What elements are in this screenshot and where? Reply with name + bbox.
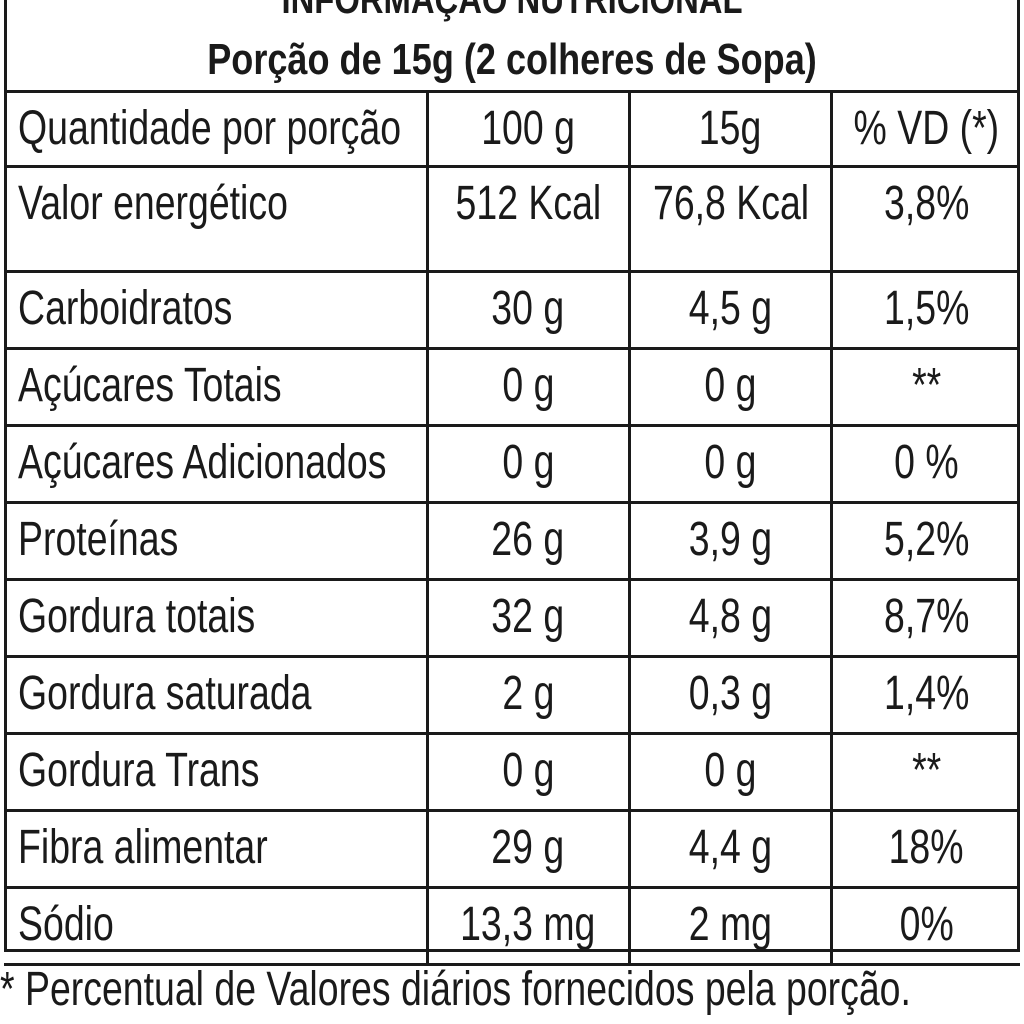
table-row: Proteínas 26 g 3,9 g 5,2% <box>4 501 1020 581</box>
value-vd: ** <box>829 347 1020 427</box>
nutrient-name: Açúcares Adicionados <box>4 424 429 504</box>
label-title: INFORMAÇÃO NUTRICIONAL <box>281 0 743 22</box>
value-100g: 13,3 mg <box>425 886 631 966</box>
serving-size: Porção de 15g (2 colheres de Sopa) <box>207 35 817 84</box>
value-15g: 0,3 g <box>627 655 833 735</box>
column-header-100g: 100 g <box>425 90 631 168</box>
label-header: INFORMAÇÃO NUTRICIONAL Porção de 15g (2 … <box>4 0 1020 90</box>
table-row: Gordura totais 32 g 4,8 g 8,7% <box>4 578 1020 658</box>
value-100g: 2 g <box>425 655 631 735</box>
value-15g: 3,9 g <box>627 501 833 581</box>
nutrient-name: Gordura Trans <box>4 732 429 812</box>
table-row: Sódio 13,3 mg 2 mg 0% <box>4 886 1020 966</box>
value-vd: 18% <box>829 809 1020 889</box>
value-15g: 4,4 g <box>627 809 833 889</box>
footnote: * Percentual de Valores diários fornecid… <box>0 963 911 1016</box>
table-row: Gordura Trans 0 g 0 g ** <box>4 732 1020 812</box>
nutrient-name: Sódio <box>4 886 429 966</box>
column-header-quantity: Quantidade por porção <box>4 90 429 168</box>
value-100g: 32 g <box>425 578 631 658</box>
value-100g: 0 g <box>425 424 631 504</box>
value-15g: 2 mg <box>627 886 833 966</box>
table-row: Açúcares Totais 0 g 0 g ** <box>4 347 1020 427</box>
table-row: Carboidratos 30 g 4,5 g 1,5% <box>4 270 1020 350</box>
value-100g: 0 g <box>425 347 631 427</box>
table-row: Valor energético 512 Kcal 76,8 Kcal 3,8% <box>4 165 1020 273</box>
value-vd: 0 % <box>829 424 1020 504</box>
value-vd: 5,2% <box>829 501 1020 581</box>
value-15g: 0 g <box>627 347 833 427</box>
value-vd: ** <box>829 732 1020 812</box>
nutrient-name: Fibra alimentar <box>4 809 429 889</box>
nutrient-name: Gordura totais <box>4 578 429 658</box>
nutrient-name: Gordura saturada <box>4 655 429 735</box>
value-100g: 26 g <box>425 501 631 581</box>
value-15g: 0 g <box>627 424 833 504</box>
value-100g: 30 g <box>425 270 631 350</box>
table-row: Açúcares Adicionados 0 g 0 g 0 % <box>4 424 1020 504</box>
nutrient-name: Açúcares Totais <box>4 347 429 427</box>
value-15g: 76,8 Kcal <box>627 165 833 273</box>
column-header-15g: 15g <box>627 90 833 168</box>
table-header-row: Quantidade por porção 100 g 15g % VD (*) <box>4 90 1020 168</box>
nutrition-table: Quantidade por porção 100 g 15g % VD (*)… <box>4 90 1020 966</box>
value-vd: 8,7% <box>829 578 1020 658</box>
nutrient-name: Proteínas <box>4 501 429 581</box>
value-vd: 1,4% <box>829 655 1020 735</box>
value-15g: 4,8 g <box>627 578 833 658</box>
value-15g: 0 g <box>627 732 833 812</box>
nutrient-name: Carboidratos <box>4 270 429 350</box>
value-100g: 512 Kcal <box>425 165 631 273</box>
value-15g: 4,5 g <box>627 270 833 350</box>
column-header-vd: % VD (*) <box>829 90 1020 168</box>
value-100g: 0 g <box>425 732 631 812</box>
table-row: Gordura saturada 2 g 0,3 g 1,4% <box>4 655 1020 735</box>
nutrient-name: Valor energético <box>4 165 429 273</box>
value-vd: 1,5% <box>829 270 1020 350</box>
value-100g: 29 g <box>425 809 631 889</box>
table-row: Fibra alimentar 29 g 4,4 g 18% <box>4 809 1020 889</box>
value-vd: 3,8% <box>829 165 1020 273</box>
value-vd: 0% <box>829 886 1020 966</box>
